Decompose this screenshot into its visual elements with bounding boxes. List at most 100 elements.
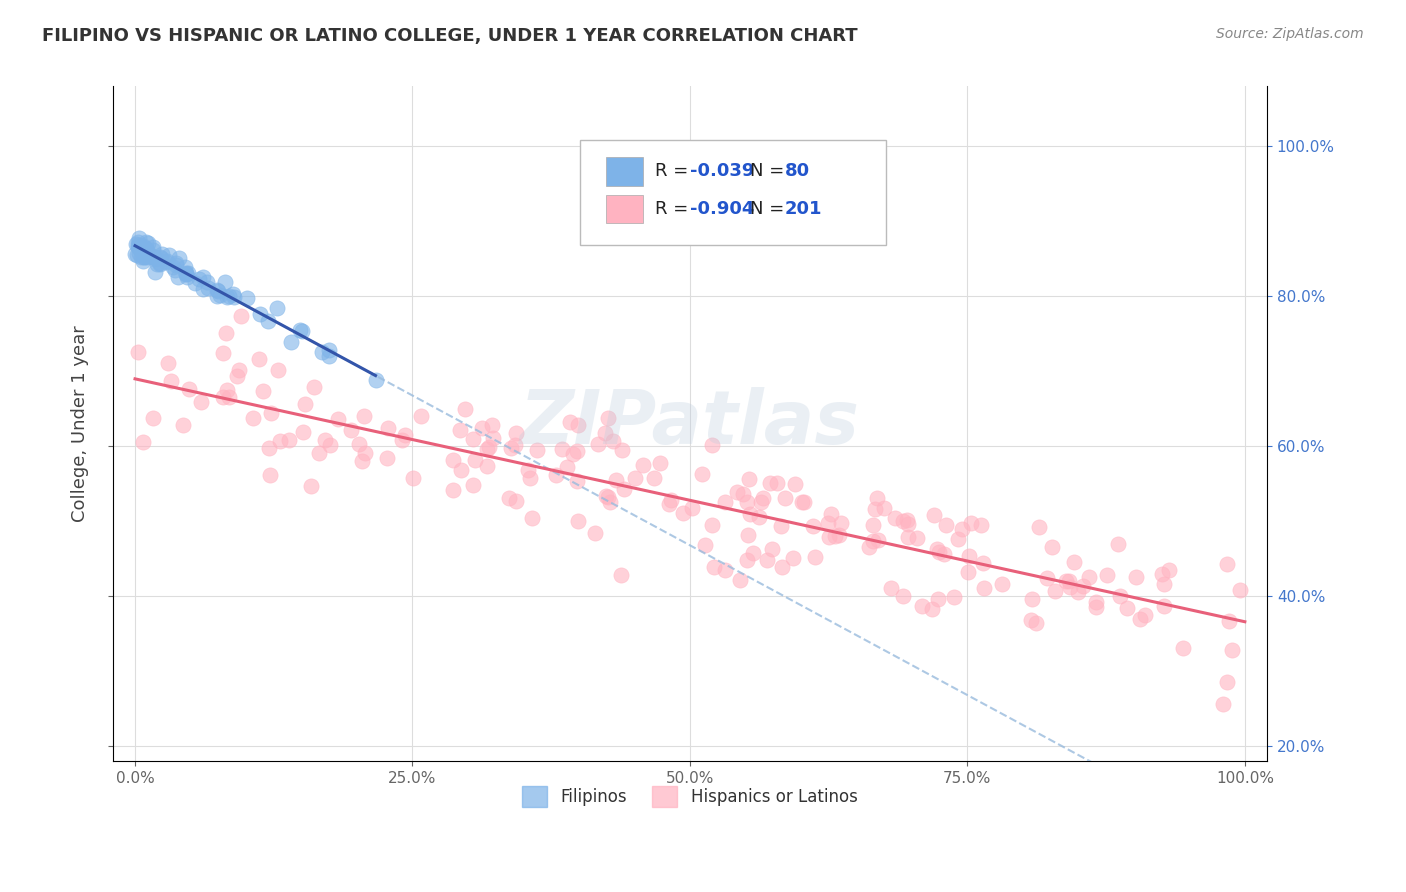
Point	[1150, 566, 1173, 581]
Point	[737, 528, 759, 542]
Point	[339, 423, 361, 437]
Point	[159, 374, 181, 388]
Point	[1028, 520, 1050, 534]
Point	[441, 453, 464, 467]
Point	[267, 362, 290, 376]
Point	[567, 514, 589, 528]
Point	[595, 489, 617, 503]
Point	[252, 384, 274, 399]
Point	[972, 556, 994, 570]
Point	[249, 307, 271, 321]
Point	[294, 397, 316, 411]
Point	[364, 374, 387, 388]
Point	[347, 437, 370, 451]
Point	[866, 533, 889, 547]
Point	[690, 467, 713, 482]
Point	[453, 402, 475, 417]
Point	[1021, 591, 1043, 606]
Point	[471, 421, 494, 435]
Point	[191, 282, 214, 296]
Point	[1115, 600, 1137, 615]
Point	[957, 565, 980, 579]
Point	[1229, 582, 1251, 597]
Point	[751, 495, 773, 509]
Point	[830, 516, 852, 530]
Point	[551, 442, 574, 456]
Point	[1059, 581, 1081, 595]
Point	[124, 247, 146, 261]
Point	[190, 394, 212, 409]
Text: N =: N =	[749, 162, 790, 180]
Point	[755, 553, 778, 567]
Point	[960, 516, 983, 531]
Text: -0.904: -0.904	[690, 200, 755, 219]
Point	[134, 251, 156, 265]
Point	[593, 425, 616, 440]
Point	[146, 257, 169, 271]
Point	[354, 446, 377, 460]
Point	[242, 411, 264, 425]
Point	[1071, 579, 1094, 593]
Point	[703, 560, 725, 574]
Point	[143, 250, 166, 264]
Point	[188, 271, 211, 285]
Point	[602, 434, 624, 448]
Point	[176, 267, 198, 281]
Point	[222, 287, 245, 301]
Point	[277, 433, 299, 447]
Point	[301, 479, 323, 493]
Point	[862, 518, 884, 533]
Point	[1159, 563, 1181, 577]
Point	[165, 263, 187, 277]
Point	[586, 437, 609, 451]
Point	[142, 411, 165, 425]
Point	[731, 487, 754, 501]
Point	[402, 471, 425, 485]
Point	[499, 441, 522, 455]
Point	[172, 417, 194, 432]
Point	[375, 450, 398, 465]
Point	[925, 541, 948, 556]
Point	[544, 468, 567, 483]
Point	[775, 491, 797, 505]
Point	[142, 244, 165, 258]
Point	[631, 458, 654, 472]
Point	[125, 236, 148, 251]
Point	[1218, 615, 1240, 629]
Point	[896, 513, 918, 527]
FancyBboxPatch shape	[606, 157, 643, 186]
Point	[131, 242, 153, 256]
Point	[135, 235, 157, 250]
Point	[129, 250, 152, 264]
Point	[934, 547, 956, 561]
Point	[135, 244, 157, 259]
Point	[157, 248, 180, 262]
Point	[326, 412, 349, 426]
Point	[205, 283, 228, 297]
Point	[215, 326, 238, 340]
Point	[1019, 613, 1042, 627]
Point	[143, 251, 166, 265]
Point	[173, 260, 195, 275]
Point	[259, 468, 281, 483]
Point	[498, 491, 520, 505]
Point	[174, 267, 197, 281]
Point	[288, 323, 311, 337]
Point	[1025, 616, 1047, 631]
Point	[136, 250, 159, 264]
Point	[561, 447, 583, 461]
Point	[567, 418, 589, 433]
Point	[149, 250, 172, 264]
Point	[1109, 589, 1132, 603]
Point	[269, 434, 291, 448]
Point	[441, 483, 464, 497]
Point	[291, 324, 314, 338]
Point	[1067, 585, 1090, 599]
Point	[128, 240, 150, 254]
Point	[318, 349, 340, 363]
Point	[127, 345, 149, 359]
Point	[970, 517, 993, 532]
Point	[184, 276, 207, 290]
Point	[565, 474, 588, 488]
Point	[314, 434, 336, 448]
